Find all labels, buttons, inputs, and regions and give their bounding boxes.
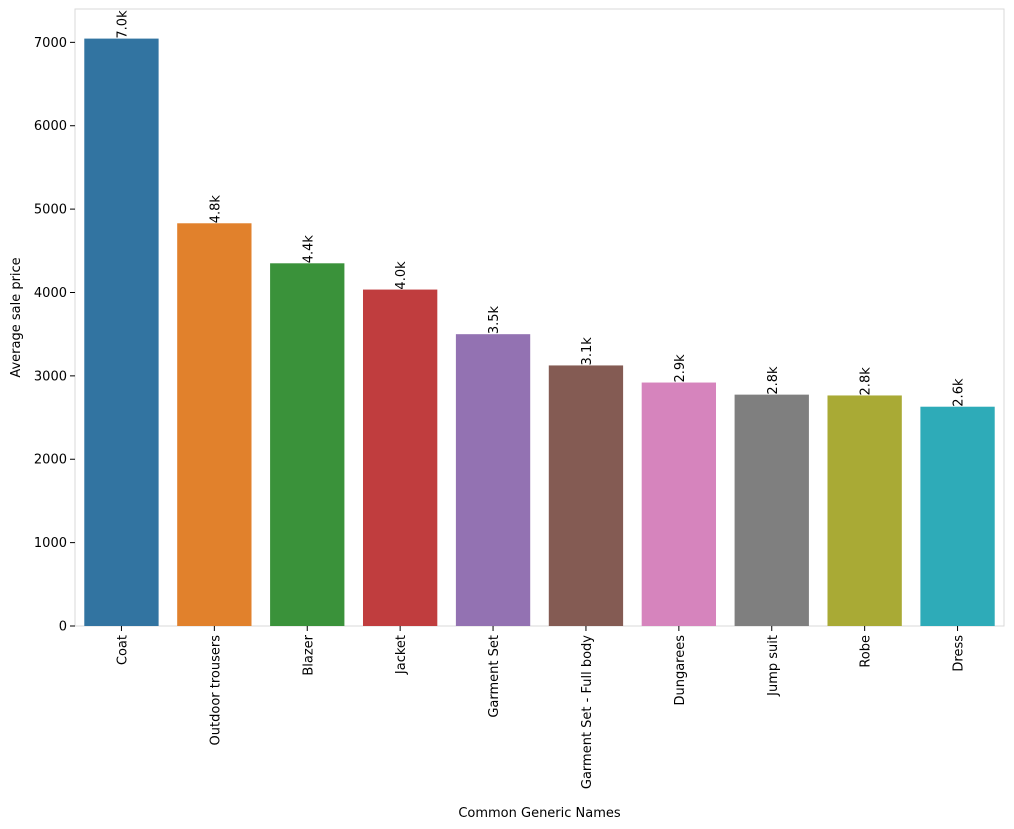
bar-labels-group: 7.0k 4.8k 4.4k 4.0k 3.5k 3.1k 2.9k 2.8k 2.8k 2.6k — [115, 10, 966, 407]
x-tick-label-2: Blazer — [301, 634, 316, 675]
x-axis: Coat Outdoor trousers Blazer Jacket Garment … — [115, 626, 967, 789]
x-tick-label-6: Dungarees — [673, 635, 688, 706]
x-tick-label-5: Garment Set - Full body — [580, 635, 595, 789]
x-tick-label-9: Dress — [952, 635, 967, 672]
y-tick-label-5: 5000 — [34, 203, 67, 218]
x-tick-label-3: Jacket — [394, 635, 409, 675]
y-tick-label-6: 6000 — [34, 119, 67, 134]
x-tick-label-0: Coat — [115, 635, 130, 665]
bar-value-label-6: 2.9k — [673, 354, 688, 383]
y-axis: 0 1000 2000 3000 4000 5000 6000 7000 — [34, 36, 75, 635]
y-tick-label-0: 0 — [59, 620, 67, 635]
bar-1 — [177, 223, 252, 626]
bar-value-label-2: 4.4k — [301, 235, 316, 264]
y-tick-label-1: 1000 — [34, 536, 67, 551]
bar-value-label-3: 4.0k — [394, 261, 409, 290]
bar-value-label-4: 3.5k — [487, 306, 502, 335]
bar-0 — [84, 38, 159, 627]
bars-group — [84, 38, 995, 627]
y-tick-label-7: 7000 — [34, 36, 67, 51]
x-tick-label-4: Garment Set — [487, 635, 502, 718]
bar-value-label-7: 2.8k — [766, 366, 781, 395]
bar-value-label-8: 2.8k — [859, 367, 874, 396]
x-tick-label-1: Outdoor trousers — [208, 635, 223, 746]
bar-value-label-5: 3.1k — [580, 337, 595, 366]
y-tick-label-2: 2000 — [34, 453, 67, 468]
y-tick-label-3: 3000 — [34, 369, 67, 384]
x-tick-label-8: Robe — [859, 635, 874, 668]
plot-frame — [74, 8, 1005, 627]
bar-5 — [548, 365, 624, 626]
plot-frame-group — [74, 8, 1005, 627]
bar-9 — [920, 406, 995, 626]
bar-value-label-0: 7.0k — [115, 10, 130, 39]
bar-value-label-1: 4.8k — [208, 195, 223, 224]
bar-8 — [827, 395, 902, 626]
y-tick-label-4: 4000 — [34, 286, 67, 301]
x-tick-label-7: Jump suit — [766, 635, 781, 697]
bar-6 — [641, 382, 717, 626]
bar-4 — [455, 334, 531, 626]
bar-3 — [362, 289, 438, 626]
bar-7 — [734, 394, 809, 627]
y-axis-title: Average sale price — [9, 257, 24, 377]
bar-2 — [270, 263, 345, 626]
bar-value-label-9: 2.6k — [952, 378, 967, 407]
x-axis-title: Common Generic Names — [458, 806, 621, 821]
